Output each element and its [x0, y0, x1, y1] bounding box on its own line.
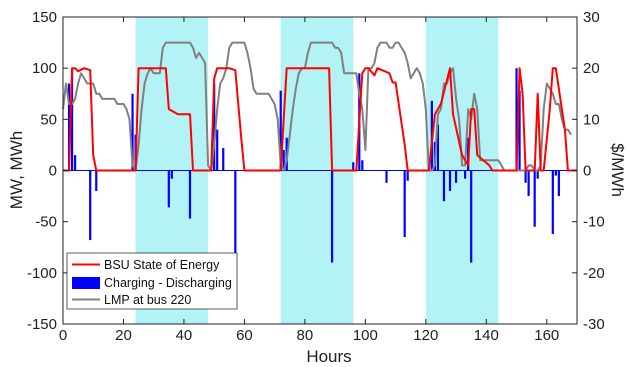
x-tick-label-5: 100 — [353, 327, 378, 344]
x-tick-label-3: 60 — [236, 327, 253, 344]
charging-bar-21 — [385, 170, 388, 183]
x-tick-label-0: 0 — [59, 327, 67, 344]
charging-bar-9 — [188, 170, 192, 219]
legend-label-state-of-energy: BSU State of Energy — [104, 258, 220, 272]
charging-bar-29 — [454, 170, 458, 183]
y-left-axis-title: MW, MWh — [7, 131, 26, 209]
charging-bar-1 — [70, 68, 74, 171]
y-right-axis-title: $/MWh — [608, 143, 627, 197]
y-right-tick-label-6: 30 — [583, 9, 600, 26]
charging-bar-0 — [67, 83, 71, 171]
charging-bar-13 — [234, 170, 237, 263]
charging-bar-12 — [222, 147, 225, 171]
charging-bar-26 — [436, 124, 440, 171]
x-tick-label-7: 140 — [474, 327, 499, 344]
y-left-tick-label-5: 100 — [32, 60, 57, 77]
y-right-tick-label-3: 0 — [583, 163, 591, 180]
y-left-tick-label-2: -50 — [35, 214, 57, 231]
charging-bar-23 — [406, 170, 409, 181]
y-left-tick-label-1: -100 — [27, 265, 57, 282]
x-axis-title: Hours — [306, 347, 351, 366]
charging-bar-5 — [131, 93, 134, 171]
charging-bar-27 — [442, 170, 446, 202]
charging-bar-34 — [518, 90, 521, 171]
legend-label-lmp: LMP at bus 220 — [104, 293, 191, 307]
x-tick-label-4: 80 — [297, 327, 314, 344]
charging-bar-38 — [536, 170, 539, 179]
charging-bar-36 — [527, 170, 530, 197]
y-left-tick-label-3: 0 — [49, 163, 57, 180]
x-tick-label-1: 20 — [115, 327, 132, 344]
state-of-energy-line — [63, 67, 577, 172]
legend-label-charging: Charging - Discharging — [104, 276, 232, 290]
charging-bar-11 — [216, 129, 219, 171]
charging-bar-10 — [213, 83, 216, 171]
charging-bar-30 — [464, 170, 467, 179]
charging-bar-41 — [557, 170, 560, 197]
x-tick-label-6: 120 — [413, 327, 438, 344]
charging-bar-32 — [470, 170, 473, 263]
charging-bar-7 — [167, 170, 170, 208]
y-right-tick-label-5: 20 — [583, 60, 600, 77]
charging-bar-39 — [551, 170, 554, 234]
tick-labels: 0 20 40 60 80 100 120 140 160-150-100-5005010015… — [27, 9, 605, 344]
legend: BSU State of Energy Charging - Dischargi… — [66, 252, 238, 310]
y-left-tick-label-6: 150 — [32, 9, 57, 26]
charging-bar-33 — [515, 68, 518, 171]
lmp-line — [62, 41, 572, 172]
legend-swatch-charging — [72, 277, 100, 289]
y-right-tick-label-0: -30 — [583, 316, 605, 333]
charging-bar-35 — [524, 170, 527, 183]
y-right-tick-label-2: -10 — [583, 214, 605, 231]
charging-bar-4 — [95, 170, 98, 191]
charging-bar-20 — [361, 160, 364, 171]
charging-bar-14 — [279, 90, 282, 171]
x-tick-label-8: 160 — [534, 327, 559, 344]
charging-bar-17 — [330, 170, 334, 263]
charging-bar-37 — [533, 170, 536, 227]
y-right-tick-label-1: -20 — [583, 265, 605, 282]
series-lines — [62, 41, 577, 172]
charging-bar-28 — [448, 170, 452, 191]
y-left-tick-label-0: -150 — [27, 316, 57, 333]
charging-bar-15 — [282, 150, 285, 171]
charging-bar-8 — [170, 170, 173, 179]
charging-bar-40 — [554, 170, 557, 176]
charging-bar-18 — [352, 162, 355, 171]
charging-bar-3 — [89, 170, 92, 241]
y-right-tick-label-4: 10 — [583, 111, 600, 128]
y-left-tick-label-4: 50 — [40, 111, 57, 128]
x-tick-label-2: 40 — [176, 327, 193, 344]
axes-frame — [62, 16, 578, 325]
charging-bar-2 — [73, 155, 77, 171]
charging-bar-22 — [403, 170, 406, 238]
